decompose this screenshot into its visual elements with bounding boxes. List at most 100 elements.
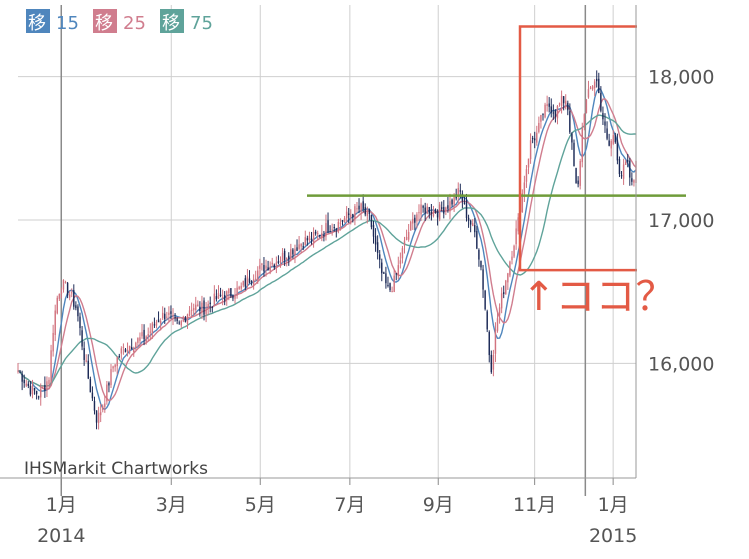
candle-body — [509, 261, 511, 276]
candle-body — [75, 305, 77, 309]
candle-body — [300, 243, 302, 247]
candle-body — [31, 385, 34, 395]
candle-body — [416, 214, 418, 222]
candle-body — [602, 113, 604, 120]
candle-body — [230, 288, 232, 297]
candle-body — [529, 140, 532, 160]
candle-body — [546, 104, 548, 107]
candle-body — [172, 314, 174, 317]
legend-item: 移 25 — [93, 9, 146, 34]
candle-body — [223, 295, 226, 301]
candle-body — [531, 137, 534, 140]
x-year-label: 2014 — [37, 525, 85, 547]
candle-body — [203, 300, 205, 315]
candle-body — [228, 289, 230, 294]
candle-body — [77, 306, 79, 317]
candle-body — [182, 318, 185, 322]
legend-swatch — [26, 9, 50, 33]
candle-body — [257, 270, 259, 281]
candle-body — [350, 214, 352, 218]
candle-body — [556, 105, 559, 119]
candle-body — [161, 312, 164, 319]
candle-body — [339, 222, 342, 224]
candle-body — [25, 383, 27, 386]
candle-body — [608, 140, 610, 146]
candle-body — [453, 195, 455, 205]
candle-body — [381, 262, 383, 274]
candle-body — [567, 102, 569, 111]
candle-body — [64, 281, 67, 283]
candle-body — [135, 342, 137, 349]
candle-body — [335, 228, 338, 231]
candle-body — [106, 384, 108, 402]
candle-body — [277, 261, 280, 264]
candle-body — [155, 321, 158, 326]
candle-body — [29, 385, 32, 395]
candle-body — [250, 280, 253, 282]
candle-body — [306, 238, 309, 241]
candle-body — [81, 330, 83, 347]
candle-body — [498, 307, 501, 316]
candle-body — [457, 188, 459, 197]
candle-body — [385, 273, 387, 284]
candle-body — [73, 290, 75, 307]
candle-body — [221, 296, 224, 299]
candle-body — [428, 207, 431, 214]
candle-body — [133, 348, 135, 353]
candle-body — [126, 349, 129, 351]
candle-body — [465, 200, 468, 219]
candle-body — [170, 311, 172, 314]
candle-body — [143, 329, 145, 340]
candle-body — [399, 260, 402, 264]
candle-body — [476, 231, 478, 249]
candle-body — [321, 233, 323, 238]
candle-body — [587, 89, 590, 98]
candle-body — [434, 209, 437, 214]
candle-body — [395, 273, 397, 275]
candle-body — [461, 193, 464, 202]
candle-body — [579, 160, 581, 186]
candle-body — [184, 317, 187, 322]
candle-body — [536, 132, 538, 143]
candle-body — [99, 412, 102, 416]
candle-body — [500, 293, 503, 309]
candle-body — [360, 203, 362, 212]
candle-body — [68, 294, 71, 298]
candle-body — [279, 260, 282, 262]
candle-body — [116, 356, 118, 367]
candle-body — [343, 218, 346, 222]
candle-body — [139, 337, 141, 341]
candle-body — [95, 410, 98, 423]
candle-body — [217, 293, 220, 299]
candle-body — [267, 267, 269, 271]
candle-body — [527, 158, 530, 168]
annotation-text: ↑ココ？ — [522, 274, 676, 320]
candle-body — [534, 138, 536, 141]
candle-body — [612, 135, 614, 144]
candle-body — [159, 320, 162, 324]
candle-body — [292, 249, 294, 255]
candle-body — [118, 356, 120, 358]
candle-body — [254, 278, 257, 280]
candle-body — [548, 103, 550, 107]
candle-body — [502, 292, 505, 295]
candle-body — [294, 248, 296, 255]
candle-body — [147, 334, 149, 337]
candle-body — [201, 302, 203, 313]
legend-item: 移 15 — [26, 9, 79, 34]
candle-body — [560, 95, 563, 107]
candle-body — [141, 332, 143, 337]
candle-body — [407, 232, 410, 240]
candle-body — [83, 348, 85, 360]
candle-body — [329, 230, 331, 232]
candle-body — [409, 221, 412, 231]
candle-body — [583, 114, 586, 128]
candle-body — [540, 114, 542, 122]
candle-body — [209, 302, 211, 305]
candle-body — [486, 311, 488, 330]
candle-body — [296, 247, 298, 251]
candle-body — [581, 128, 583, 163]
ma-line-15 — [17, 87, 637, 411]
